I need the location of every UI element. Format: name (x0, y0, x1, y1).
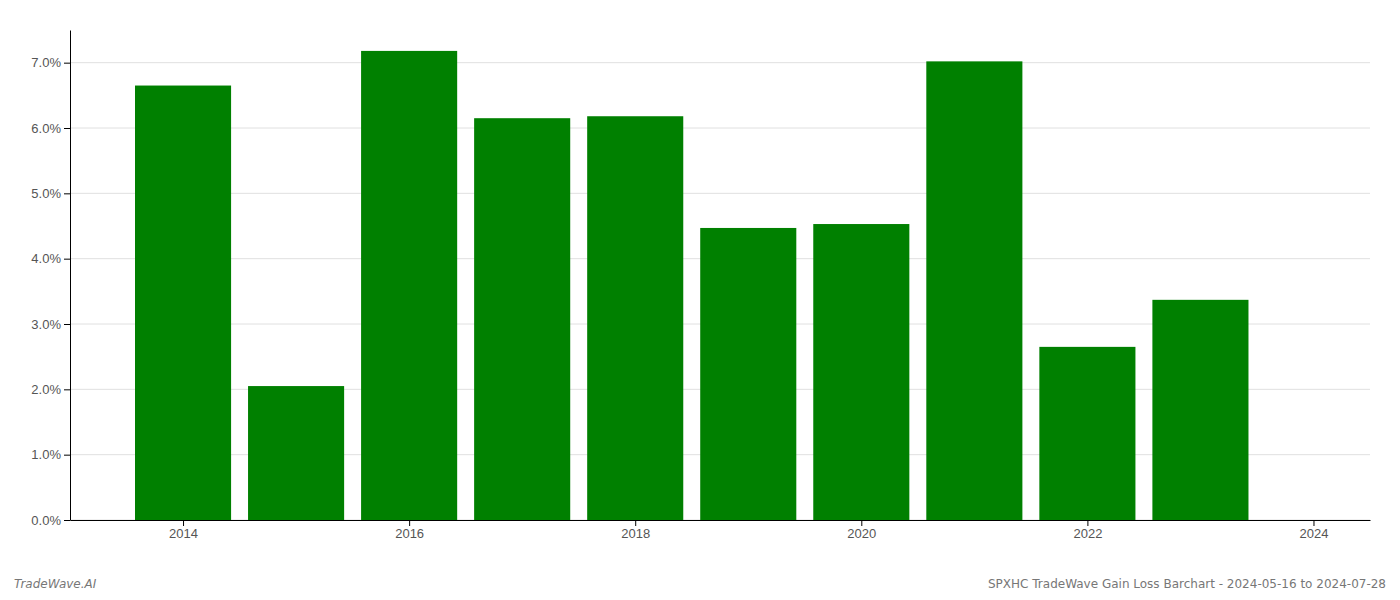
y-tick: 1.0% (31, 447, 70, 462)
x-tick: 2018 (621, 520, 650, 541)
grid (70, 63, 1370, 520)
y-tick: 0.0% (31, 513, 70, 528)
y-tick-label: 4.0% (31, 251, 61, 266)
x-axis-line (71, 520, 1371, 521)
x-tick: 2022 (1073, 520, 1102, 541)
y-tick-mark (64, 324, 70, 325)
y-tick-label: 5.0% (31, 186, 61, 201)
x-tick-label: 2020 (847, 526, 876, 541)
bar (1039, 347, 1135, 520)
y-tick: 3.0% (31, 317, 70, 332)
x-axis: 2014 2016 2018 2020 2022 2024 (71, 520, 1371, 541)
grid-line (70, 62, 1370, 63)
x-tick: 2016 (395, 520, 424, 541)
plot-area (135, 51, 1248, 520)
x-tick: 2014 (169, 520, 198, 541)
bar (700, 228, 796, 520)
chart: 0.0% 1.0% 2.0% 3.0% 4.0% 5.0% 6.0% 7.0% 2014 2016… (0, 0, 1400, 600)
x-tick-label: 2014 (169, 526, 198, 541)
x-tick-mark (1313, 520, 1314, 526)
y-axis: 0.0% 1.0% 2.0% 3.0% 4.0% 5.0% 6.0% 7.0% (31, 31, 70, 528)
y-tick-label: 6.0% (31, 121, 61, 136)
x-tick-mark (635, 520, 636, 526)
x-tick-label: 2024 (1300, 526, 1329, 541)
y-tick-mark (64, 63, 70, 64)
bar (1152, 300, 1248, 520)
y-tick-mark (64, 520, 70, 521)
y-tick-mark (64, 128, 70, 129)
bar (248, 386, 344, 520)
x-tick-label: 2018 (621, 526, 650, 541)
x-tick-label: 2016 (395, 526, 424, 541)
y-tick-label: 1.0% (31, 447, 61, 462)
y-tick-mark (64, 193, 70, 194)
y-axis-line (70, 31, 71, 521)
x-tick: 2024 (1300, 520, 1329, 541)
y-tick-mark (64, 259, 70, 260)
y-tick: 4.0% (31, 251, 70, 266)
y-tick-label: 7.0% (31, 55, 61, 70)
y-tick-label: 2.0% (31, 382, 61, 397)
y-tick-label: 0.0% (31, 513, 61, 528)
x-tick-mark (861, 520, 862, 526)
y-tick-mark (64, 455, 70, 456)
bar (474, 118, 570, 520)
grid-line (70, 193, 1370, 194)
bar (361, 51, 457, 520)
x-tick-label: 2022 (1073, 526, 1102, 541)
x-tick-mark (1087, 520, 1088, 526)
y-tick: 2.0% (31, 382, 70, 397)
bar (813, 224, 909, 520)
bar (135, 86, 231, 520)
x-tick-mark (183, 520, 184, 526)
y-tick: 7.0% (31, 55, 70, 70)
grid-line (70, 128, 1370, 129)
bar (926, 61, 1022, 520)
y-tick: 5.0% (31, 186, 70, 201)
y-tick-label: 3.0% (31, 317, 61, 332)
x-tick-mark (409, 520, 410, 526)
bar (587, 116, 683, 520)
footer-left: TradeWave.AI (14, 577, 97, 591)
y-tick: 6.0% (31, 121, 70, 136)
x-tick: 2020 (847, 520, 876, 541)
footer-right: SPXHC TradeWave Gain Loss Barchart - 202… (988, 577, 1386, 591)
y-tick-mark (64, 389, 70, 390)
